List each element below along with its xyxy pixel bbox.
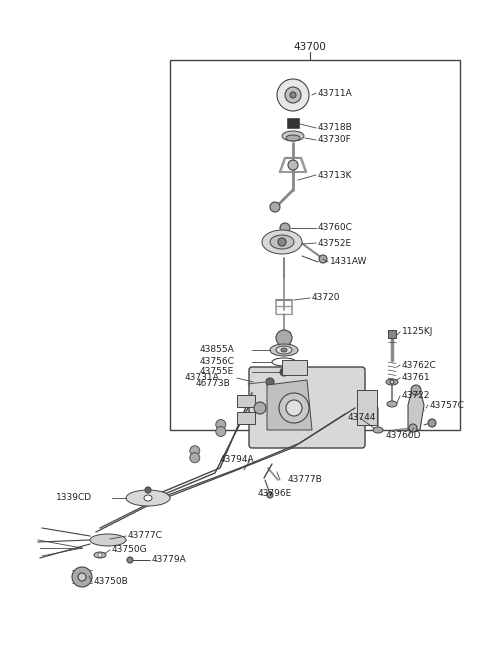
Ellipse shape (270, 344, 298, 356)
FancyBboxPatch shape (249, 367, 365, 448)
Ellipse shape (94, 552, 106, 558)
Circle shape (216, 426, 226, 436)
Text: 43755E: 43755E (200, 367, 234, 377)
Circle shape (72, 567, 92, 587)
Ellipse shape (386, 379, 398, 385)
Circle shape (276, 330, 292, 346)
Circle shape (266, 378, 274, 386)
Text: 43711A: 43711A (318, 88, 353, 98)
Text: 43722: 43722 (402, 392, 431, 400)
Ellipse shape (276, 346, 292, 354)
Bar (388, 330, 396, 338)
Circle shape (190, 453, 200, 462)
Circle shape (270, 202, 280, 212)
Bar (287, 118, 299, 128)
Circle shape (78, 573, 86, 581)
Circle shape (280, 368, 288, 376)
Circle shape (428, 419, 436, 427)
Bar (282, 360, 307, 375)
Circle shape (409, 424, 417, 432)
Bar (237, 395, 255, 407)
Circle shape (290, 92, 296, 98)
Ellipse shape (270, 235, 294, 249)
Circle shape (267, 492, 273, 498)
Polygon shape (267, 380, 312, 430)
Circle shape (282, 370, 286, 374)
Circle shape (319, 255, 327, 263)
Polygon shape (408, 390, 424, 430)
Circle shape (278, 238, 286, 246)
Circle shape (190, 446, 200, 456)
Ellipse shape (387, 401, 397, 407)
Text: 43756C: 43756C (200, 358, 235, 367)
Circle shape (288, 160, 298, 170)
Text: 43730F: 43730F (318, 136, 352, 145)
Text: 43744: 43744 (348, 413, 376, 422)
Text: 43700: 43700 (294, 42, 326, 52)
Circle shape (127, 557, 133, 563)
Circle shape (98, 553, 102, 557)
Circle shape (216, 419, 226, 430)
Circle shape (279, 393, 309, 423)
Text: 43720: 43720 (312, 293, 340, 303)
Text: 43777B: 43777B (288, 476, 323, 485)
Text: 43777C: 43777C (128, 531, 163, 540)
Text: 43750B: 43750B (94, 578, 129, 586)
Text: 43757C: 43757C (430, 400, 465, 409)
Text: 43752E: 43752E (318, 238, 352, 248)
Circle shape (411, 385, 421, 395)
Ellipse shape (282, 131, 304, 141)
Bar (357, 390, 377, 425)
Text: 43779A: 43779A (152, 555, 187, 565)
Circle shape (286, 400, 302, 416)
Text: 43855A: 43855A (200, 345, 235, 354)
Text: 43713K: 43713K (318, 170, 352, 179)
Bar (237, 412, 255, 424)
Text: 43760D: 43760D (386, 432, 421, 441)
Text: 43794A: 43794A (220, 455, 254, 464)
Circle shape (277, 79, 309, 111)
Text: 43760C: 43760C (318, 223, 353, 233)
Text: 1125KJ: 1125KJ (402, 328, 433, 337)
Text: 43731A: 43731A (185, 373, 220, 383)
Ellipse shape (144, 495, 152, 501)
Text: 43750G: 43750G (112, 546, 148, 555)
Text: 43761: 43761 (402, 373, 431, 383)
Bar (170, 60, 460, 430)
Circle shape (390, 380, 394, 384)
Circle shape (145, 487, 151, 493)
Ellipse shape (281, 348, 287, 352)
Text: 46773B: 46773B (196, 379, 231, 388)
Text: 1339CD: 1339CD (56, 493, 92, 502)
Circle shape (280, 223, 290, 233)
Circle shape (254, 402, 266, 414)
Circle shape (285, 87, 301, 103)
Ellipse shape (286, 135, 300, 141)
Text: 43796E: 43796E (258, 489, 292, 498)
Ellipse shape (373, 427, 383, 433)
Ellipse shape (126, 490, 170, 506)
Text: 43718B: 43718B (318, 124, 353, 132)
Text: 1431AW: 1431AW (330, 257, 367, 267)
Ellipse shape (90, 534, 126, 546)
Text: 43762C: 43762C (402, 360, 437, 369)
Ellipse shape (262, 230, 302, 254)
